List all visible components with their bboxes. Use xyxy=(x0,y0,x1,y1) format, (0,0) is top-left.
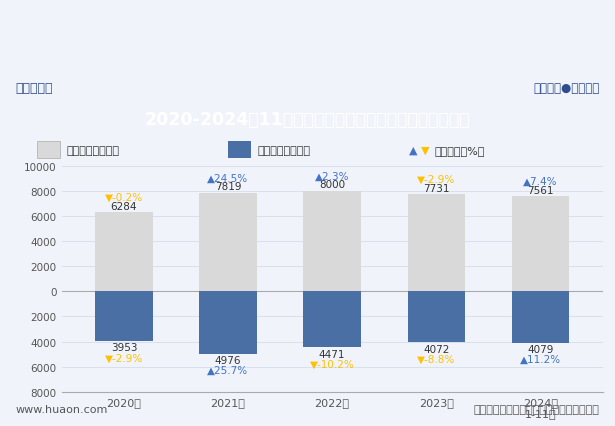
Text: ▼: ▼ xyxy=(421,145,430,155)
Text: 同比增长（%）: 同比增长（%） xyxy=(434,145,485,155)
Text: ▲24.5%: ▲24.5% xyxy=(207,173,248,184)
Bar xyxy=(95,291,153,341)
Text: www.huaon.com: www.huaon.com xyxy=(15,404,108,414)
Text: 数据来源：中国海关，华经产业研究院整理: 数据来源：中国海关，华经产业研究院整理 xyxy=(474,404,600,414)
Text: 8000: 8000 xyxy=(319,180,345,190)
Text: ▼-2.9%: ▼-2.9% xyxy=(105,352,143,363)
Text: ▲2.3%: ▲2.3% xyxy=(315,171,349,181)
Text: ▼-10.2%: ▼-10.2% xyxy=(310,359,354,369)
Text: 出口额（亿美元）: 出口额（亿美元） xyxy=(66,145,119,155)
Text: ▲25.7%: ▲25.7% xyxy=(207,365,248,375)
Bar xyxy=(199,291,256,354)
Text: 专业严谨●客观科学: 专业严谨●客观科学 xyxy=(533,82,600,95)
Bar xyxy=(408,195,465,291)
Bar xyxy=(37,142,60,158)
Bar xyxy=(408,291,465,343)
Bar xyxy=(303,191,361,291)
Text: 6284: 6284 xyxy=(111,201,137,211)
Bar xyxy=(199,193,256,291)
Text: ▼-0.2%: ▼-0.2% xyxy=(105,193,143,203)
Text: 3953: 3953 xyxy=(111,343,137,353)
Text: 7561: 7561 xyxy=(527,185,554,195)
Text: 7819: 7819 xyxy=(215,182,241,192)
Text: 7731: 7731 xyxy=(423,183,450,193)
Text: 4072: 4072 xyxy=(423,344,450,354)
Bar xyxy=(228,142,251,158)
Text: ▲7.4%: ▲7.4% xyxy=(523,177,558,187)
Text: ▲11.2%: ▲11.2% xyxy=(520,354,561,364)
Text: 进口额（亿美元）: 进口额（亿美元） xyxy=(257,145,310,155)
Text: 华经情报网: 华经情报网 xyxy=(15,82,53,95)
Text: 2020-2024年11月广东省商品收发货人所在地进、出口额: 2020-2024年11月广东省商品收发货人所在地进、出口额 xyxy=(145,110,470,128)
Bar xyxy=(512,291,569,343)
Bar xyxy=(95,213,153,291)
Text: 4079: 4079 xyxy=(527,344,554,354)
Text: 4976: 4976 xyxy=(215,355,241,366)
Text: ▲: ▲ xyxy=(409,145,418,155)
Bar xyxy=(303,291,361,348)
Bar xyxy=(512,197,569,291)
Text: 4471: 4471 xyxy=(319,349,346,359)
Text: ▼-2.9%: ▼-2.9% xyxy=(417,175,455,184)
Text: ▼-8.8%: ▼-8.8% xyxy=(417,354,455,364)
